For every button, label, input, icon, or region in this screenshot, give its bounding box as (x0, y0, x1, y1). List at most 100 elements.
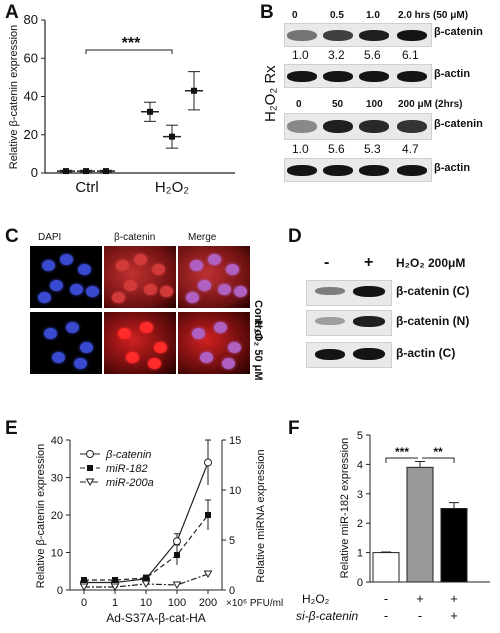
c-nucleus (144, 284, 157, 295)
c-nucleus (154, 342, 167, 353)
b-bottom-actin-blot-band (323, 164, 353, 176)
c-nucleus (226, 264, 239, 275)
b-side-label: H₂O₂ Rx (262, 65, 279, 122)
c-nucleus (86, 286, 99, 297)
a-y-tick-label: 0 (31, 165, 38, 180)
c-nucleus (208, 254, 221, 265)
b-bottom-dose: 200 μM (2hrs) (398, 99, 463, 110)
b-bottom-catenin-label: β-catenin (434, 118, 483, 130)
c-nucleus (192, 328, 205, 339)
panel-label-a: A (5, 2, 19, 23)
d-blot (306, 342, 392, 368)
c-nucleus (152, 264, 165, 275)
b-top-catenin-label: β-catenin (434, 26, 483, 38)
b-bottom-dose: 100 (366, 99, 383, 110)
a-y-tick-label: 60 (24, 50, 38, 65)
panel-label-e: E (5, 418, 18, 439)
d-band (315, 349, 345, 360)
b-top-value: 1.0 (292, 48, 309, 62)
d-band-label: β-catenin (C) (396, 284, 470, 298)
panel-label-b: B (260, 2, 274, 23)
c-nucleus (44, 328, 57, 339)
c-nucleus (124, 280, 137, 291)
c-nucleus (112, 292, 125, 303)
d-band-label: β-catenin (N) (396, 314, 470, 328)
b-top-value: 5.6 (364, 48, 381, 62)
b-top-actin-blot (284, 64, 432, 88)
c-nucleus (234, 286, 247, 297)
panel-label-f: F (288, 418, 300, 439)
d-plus: + (364, 254, 374, 271)
b-top-time: 1.0 (366, 10, 380, 21)
c-nucleus (42, 260, 55, 271)
c-nucleus (118, 328, 131, 339)
d-band (315, 287, 345, 295)
c-nucleus (214, 322, 227, 333)
c-nucleus (80, 342, 93, 353)
d-treatment: H₂O₂ 200μM (396, 256, 466, 270)
a-point (63, 168, 69, 175)
c-nucleus (218, 284, 231, 295)
c-micrograph (30, 246, 102, 308)
c-nucleus (70, 284, 83, 295)
c-micrograph (104, 246, 176, 308)
c-nucleus (228, 342, 241, 353)
c-nucleus (200, 352, 213, 363)
b-bottom-value: 5.3 (364, 142, 381, 156)
c-nucleus (78, 264, 91, 275)
a-sig-label: *** (122, 35, 141, 52)
b-bottom-catenin-blot-band (323, 120, 353, 133)
b-bottom-catenin-blot-band (287, 120, 317, 133)
d-blot (306, 280, 392, 306)
a-point (83, 168, 89, 175)
b-bottom-actin-label: β-actin (434, 162, 471, 174)
c-nucleus (160, 286, 173, 297)
b-bottom-actin-blot-band (397, 164, 427, 176)
b-bottom-actin-blot (284, 158, 432, 182)
a-sig-bracket (85, 49, 173, 54)
d-band (353, 316, 385, 327)
b-bottom-value: 5.6 (328, 142, 345, 156)
b-bottom-catenin-blot (284, 113, 432, 140)
a-point (103, 168, 109, 175)
c-nucleus (50, 280, 63, 291)
b-bottom-actin-blot-band (359, 164, 389, 176)
d-band (353, 286, 385, 297)
b-top-actin-blot-band (287, 70, 317, 82)
c-micrograph (104, 312, 176, 374)
b-top-actin-blot-band (397, 70, 427, 82)
d-blot (306, 310, 392, 336)
b-bottom-actin-blot-band (287, 164, 317, 176)
b-top-catenin-blot-band (359, 29, 389, 41)
c-nucleus (66, 322, 79, 333)
panel-label-c: C (5, 226, 19, 247)
c-micrograph (178, 312, 250, 374)
c-col-header: DAPI (38, 232, 62, 243)
b-top-time: 2.0 hrs (50 μM) (398, 10, 469, 21)
d-band-label: β-actin (C) (396, 346, 456, 360)
d-minus: - (324, 254, 330, 271)
a-group-ctrl: Ctrl (75, 179, 98, 196)
c-nucleus (116, 260, 129, 271)
b-top-value: 3.2 (328, 48, 345, 62)
b-bottom-value: 4.7 (402, 142, 419, 156)
c-row-label-h2o2: H₂O₂ 50 μM (252, 320, 264, 381)
b-top-catenin-blot-band (397, 29, 427, 41)
c-nucleus (140, 322, 153, 333)
b-top-actin-blot-band (323, 70, 353, 82)
c-nucleus (186, 292, 199, 303)
a-point (169, 133, 175, 140)
c-nucleus (190, 260, 203, 271)
b-top-catenin-blot-band (287, 29, 317, 41)
a-y-tick-label: 20 (24, 127, 38, 142)
c-nucleus (148, 358, 161, 369)
a-point (191, 87, 197, 94)
b-bottom-dose: 0 (296, 99, 302, 110)
c-nucleus (198, 280, 211, 291)
b-top-actin-label: β-actin (434, 68, 471, 80)
c-nucleus (126, 352, 139, 363)
a-point (147, 108, 153, 115)
b-top-value: 6.1 (402, 48, 419, 62)
d-band (353, 348, 385, 360)
